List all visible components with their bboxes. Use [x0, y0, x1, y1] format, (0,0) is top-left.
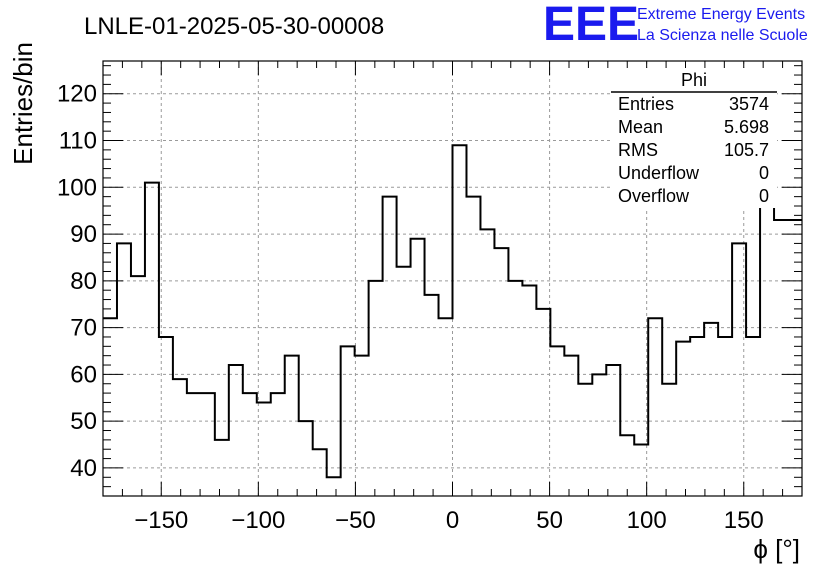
- logo-line-2: La Scienza nelle Scuole: [637, 27, 808, 44]
- logo-line-1: Extreme Energy Events: [637, 6, 805, 23]
- y-tick-labels: 40 50 60 70 80 90 100 110 120: [57, 81, 97, 482]
- stats-row-label: Underflow: [618, 163, 700, 183]
- chart-title: LNLE-01-2025-05-30-00008: [84, 13, 384, 40]
- stats-title: Phi: [681, 70, 707, 90]
- stats-row-value: 5.698: [724, 117, 769, 137]
- x-tick-label: −50: [335, 507, 376, 534]
- stats-row-value: 0: [759, 186, 769, 206]
- stats-rows: Entries 3574 Mean 5.698 RMS 105.7 Underflow 0 Ov…: [618, 94, 769, 206]
- stats-row-value: 3574: [729, 94, 769, 114]
- logo-mark: EEE: [543, 0, 639, 51]
- x-axis-label: ϕ [°]: [753, 534, 800, 564]
- stats-row-value: 105.7: [724, 140, 769, 160]
- y-tick-label: 70: [70, 315, 97, 342]
- y-tick-label: 120: [57, 81, 97, 108]
- x-tick-label: 0: [446, 507, 459, 534]
- eee-logo: EEE Extreme Energy Events La Scienza nel…: [543, 0, 808, 51]
- stats-row-value: 0: [759, 163, 769, 183]
- y-tick-label: 90: [70, 221, 97, 248]
- y-tick-label: 50: [70, 408, 97, 435]
- stats-box: Phi Entries 3574 Mean 5.698 RMS 105.7 Underflo…: [611, 68, 777, 208]
- y-tick-label: 60: [70, 361, 97, 388]
- x-tick-label: −100: [231, 507, 285, 534]
- y-tick-label: 100: [57, 174, 97, 201]
- axis-ticks: [102, 61, 803, 496]
- x-tick-label: 150: [724, 507, 764, 534]
- histogram-line: [103, 144, 802, 479]
- y-tick-label: 40: [70, 455, 97, 482]
- y-axis-label: Entries/bin: [8, 42, 38, 165]
- y-tick-label: 110: [59, 128, 97, 155]
- x-tick-labels: −150 −100 −50 0 50 100 150: [134, 507, 764, 534]
- stats-row-label: Mean: [618, 117, 663, 137]
- stats-row-label: Entries: [618, 94, 674, 114]
- stats-row-label: RMS: [618, 140, 658, 160]
- x-tick-label: −150: [134, 507, 188, 534]
- stats-row-label: Overflow: [618, 186, 690, 206]
- y-tick-label: 80: [70, 268, 97, 295]
- x-tick-label: 100: [627, 507, 667, 534]
- x-tick-label: 50: [536, 507, 563, 534]
